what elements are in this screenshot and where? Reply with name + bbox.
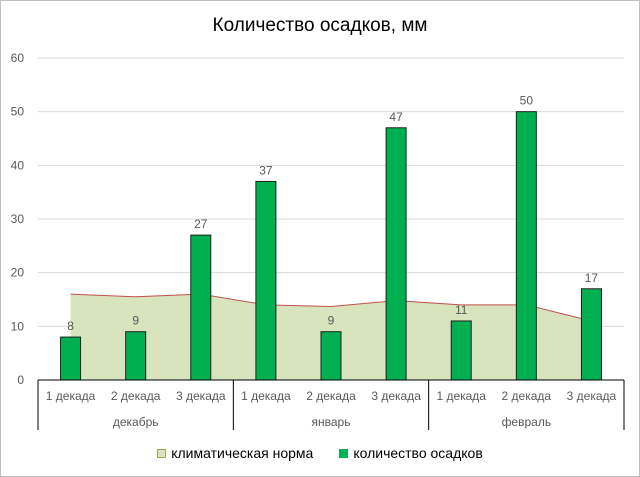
data-label: 37 <box>259 163 273 177</box>
bar <box>515 111 537 381</box>
bar <box>125 331 147 381</box>
group-label: февраль <box>502 415 552 429</box>
data-label-layer: 8 9 27 37 9 47 11 50 17 <box>67 94 598 333</box>
y-tick-label: 10 <box>11 319 25 333</box>
x-tick-label: 1 декада <box>241 389 291 403</box>
data-label: 17 <box>585 271 599 285</box>
data-label: 47 <box>389 110 403 124</box>
bar <box>580 288 602 381</box>
legend-swatch-bar <box>339 448 349 458</box>
data-label: 11 <box>455 303 468 317</box>
data-label: 9 <box>132 314 139 328</box>
y-tick-label: 60 <box>11 51 25 65</box>
chart-title: Количество осадков, мм <box>212 15 428 36</box>
legend-item-bar: количество осадков <box>339 445 483 461</box>
legend-label-area: климатическая норма <box>171 445 314 461</box>
x-tick-label: 1 декада <box>46 389 96 403</box>
x-tick-label: 2 декада <box>306 389 356 403</box>
x-tick-label: 3 декада <box>567 389 617 403</box>
plot-area: 8 9 27 37 9 47 11 50 17 0 10 20 30 40 50 60 1 декада 2 д… <box>11 51 625 430</box>
legend-item-area: климатическая норма <box>157 445 313 461</box>
legend-label-bar: количество осадков <box>353 445 483 461</box>
y-tick-label: 50 <box>11 105 25 119</box>
bar <box>385 127 407 381</box>
bar <box>60 336 82 381</box>
bar <box>190 234 212 381</box>
group-label: декабрь <box>113 415 159 429</box>
y-tick-label: 40 <box>11 158 25 172</box>
x-tick-label: 2 декада <box>111 389 161 403</box>
bar-layer <box>60 111 602 381</box>
data-label: 9 <box>328 314 335 328</box>
data-label: 27 <box>194 217 208 231</box>
bar <box>255 180 277 381</box>
x-tick-label: 2 декада <box>502 389 552 403</box>
axis-layer: 0 10 20 30 40 50 60 1 декада 2 декада 3 декада 1 д… <box>11 51 625 430</box>
bar <box>320 331 342 381</box>
data-label: 50 <box>520 94 534 108</box>
data-label: 8 <box>67 319 74 333</box>
group-label: январь <box>312 415 351 429</box>
x-tick-label: 1 декада <box>436 389 486 403</box>
y-tick-label: 0 <box>17 373 24 387</box>
x-tick-label: 3 декада <box>371 389 421 403</box>
norm-area-line <box>70 293 592 322</box>
legend: климатическая норма количество осадков <box>1 443 639 463</box>
x-tick-label: 3 декада <box>176 389 226 403</box>
y-tick-label: 20 <box>11 266 25 280</box>
y-tick-label: 30 <box>11 212 25 226</box>
bar <box>450 320 472 381</box>
legend-swatch-area <box>157 448 167 458</box>
